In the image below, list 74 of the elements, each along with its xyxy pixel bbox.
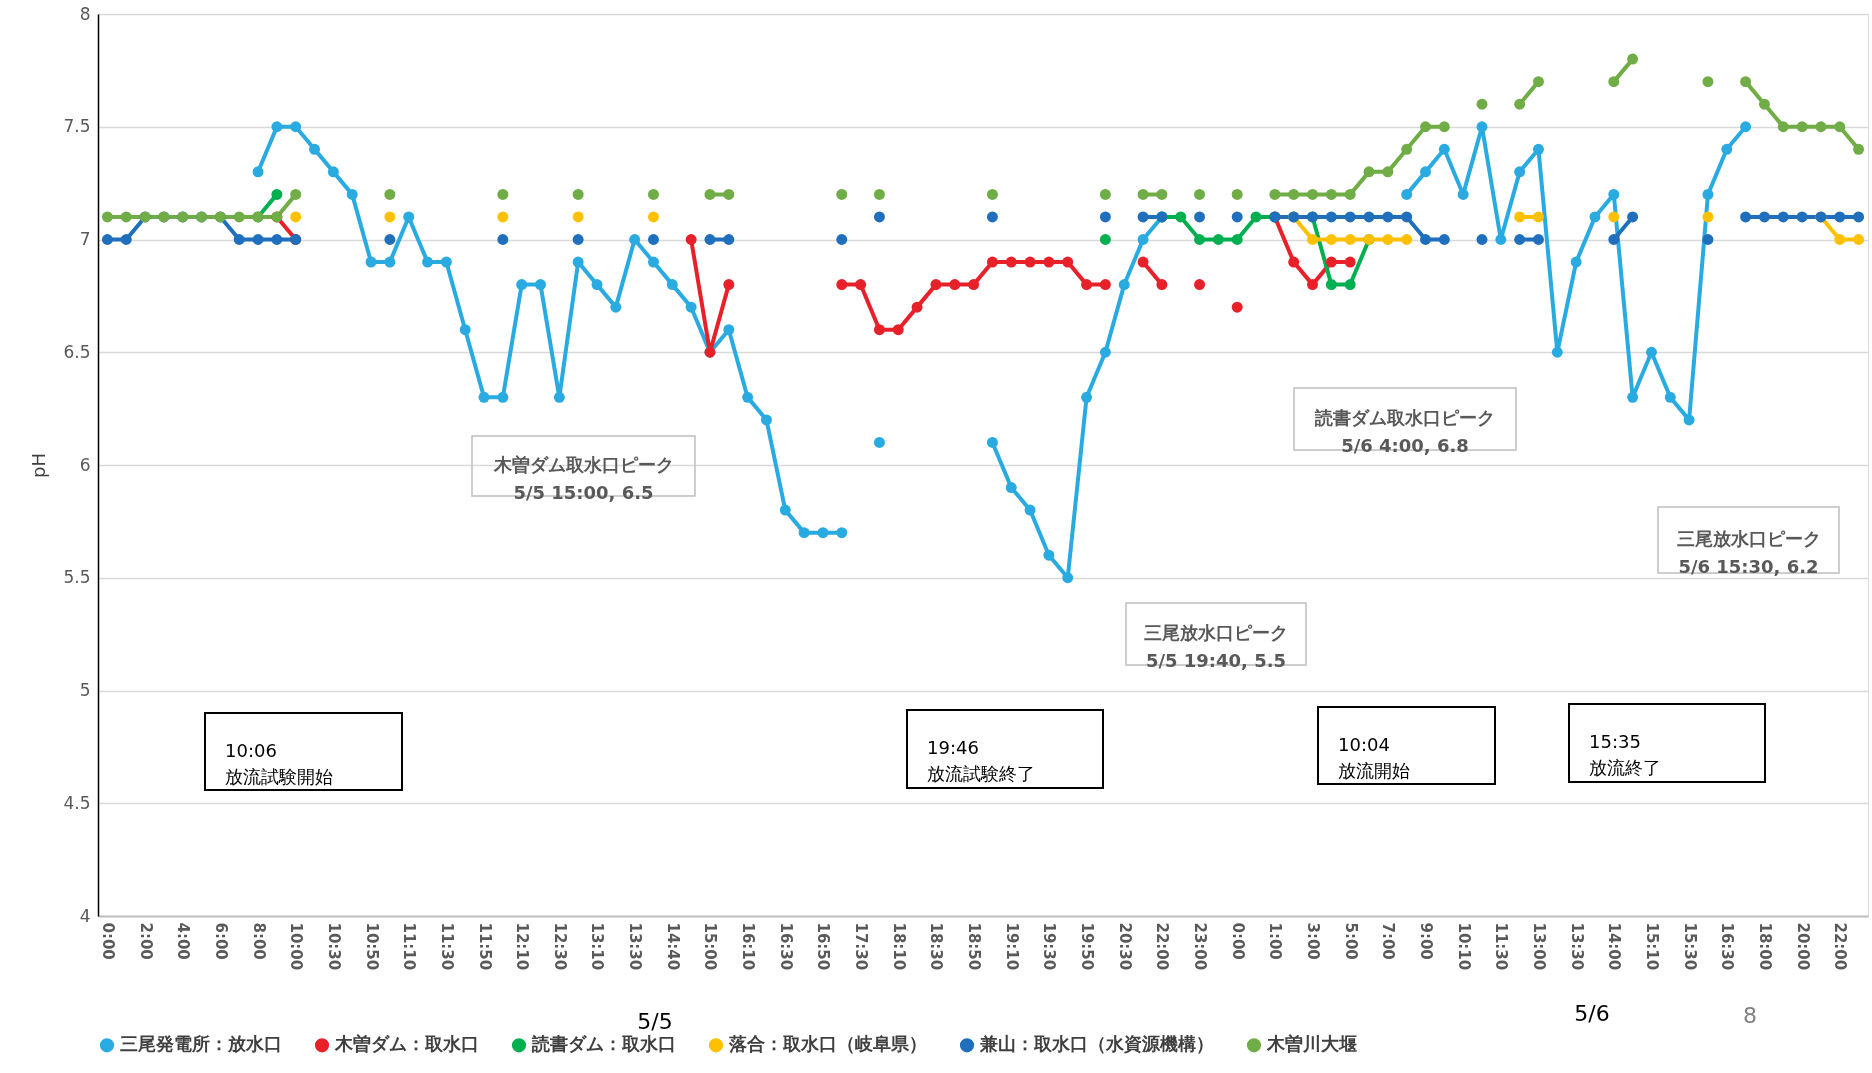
text: 5/6 xyxy=(1574,1001,1610,1026)
x-tick-label: 10:00 xyxy=(287,922,306,971)
x-tick-label: 19:10 xyxy=(1002,922,1021,971)
legend-label: 木曽ダム：取水口 xyxy=(334,1033,479,1055)
y-tick-label: 7 xyxy=(79,229,91,249)
x-tick-label: 10:10 xyxy=(1454,922,1473,971)
y-tick-label: 8 xyxy=(79,3,91,24)
annotation: 読書ダム取水口ピーク 5/6 4:00, 6.8 xyxy=(1314,407,1495,456)
x-tick-label: 18:10 xyxy=(889,922,908,971)
x-tick-label: 12:30 xyxy=(550,922,569,971)
annotation: 三尾放水口ピーク 5/5 19:40, 5.5 xyxy=(1144,622,1288,671)
x-tick-label: 20:00 xyxy=(1793,922,1812,971)
legend-label: 読書ダム：取水口 xyxy=(531,1033,676,1055)
x-tick-label: 0:00 xyxy=(98,922,117,960)
y-tick-label: 7.5 xyxy=(63,116,91,137)
x-tick-label: 3:00 xyxy=(1304,922,1323,960)
x-tick-label: 19:30 xyxy=(1040,922,1059,971)
x-tick-label: 16:30 xyxy=(1718,922,1737,971)
x-tick-label: 11:10 xyxy=(400,922,419,971)
text: 5/5 xyxy=(637,1009,673,1034)
annotation: 19:46 放流試験終了 xyxy=(927,737,1035,784)
y-tick-label: 5 xyxy=(79,680,91,700)
legend-label: 木曽川大堰 xyxy=(1266,1033,1357,1055)
y-tick-label: 6 xyxy=(79,454,91,475)
x-tick-label: 18:50 xyxy=(965,922,984,971)
x-tick-label: 7:00 xyxy=(1379,922,1398,960)
annotation: 木曽ダム取水口ピーク 5/5 15:00, 6.5 xyxy=(492,454,674,503)
annotation: 10:04 放流開始 xyxy=(1338,733,1410,781)
y-tick-label: 4.5 xyxy=(63,792,91,813)
x-tick-label: 11:30 xyxy=(1492,922,1511,971)
x-tick-label: 8:00 xyxy=(249,922,268,960)
x-tick-label: 19:50 xyxy=(1078,922,1097,971)
x-tick-label: 22:00 xyxy=(1153,922,1172,971)
text: 8 xyxy=(1743,1003,1757,1028)
x-tick-label: 15:10 xyxy=(1642,922,1661,971)
annotation: 15:35 放流終了 xyxy=(1589,731,1661,778)
x-tick-label: 13:00 xyxy=(1529,922,1548,971)
legend-label: 兼山：取水口（水資源機構） xyxy=(979,1033,1214,1055)
x-tick-label: 14:40 xyxy=(663,922,682,971)
x-tick-label: 13:30 xyxy=(1567,922,1586,971)
y-tick-label: 4 xyxy=(79,905,91,926)
x-tick-label: 16:50 xyxy=(814,922,833,971)
x-tick-label: 20:30 xyxy=(1115,922,1134,971)
x-tick-label: 10:50 xyxy=(362,922,381,971)
x-tick-label: 16:30 xyxy=(776,922,795,971)
x-tick-label: 0:00 xyxy=(1228,922,1247,960)
y-tick-label: 5.5 xyxy=(63,567,91,588)
x-tick-label: 11:30 xyxy=(437,922,456,971)
x-tick-label: 16:10 xyxy=(739,922,758,971)
x-tick-label: 10:30 xyxy=(324,922,343,971)
x-tick-label: 22:00 xyxy=(1831,922,1850,971)
y-axis-title: pH xyxy=(28,453,50,478)
x-tick-label: 12:10 xyxy=(513,922,532,971)
annotation: 10:06 放流試験開始 xyxy=(225,739,333,787)
legend-label: 落合：取水口（岐阜県） xyxy=(728,1033,927,1055)
annotation: 三尾放水口ピーク 5/6 15:30, 6.2 xyxy=(1676,528,1821,577)
x-tick-label: 5:00 xyxy=(1341,922,1360,960)
x-tick-label: 23:00 xyxy=(1191,922,1210,971)
x-tick-label: 17:30 xyxy=(852,922,871,971)
x-tick-label: 18:30 xyxy=(927,922,946,971)
x-tick-label: 14:00 xyxy=(1605,922,1624,971)
x-tick-label: 13:10 xyxy=(588,922,607,971)
x-tick-label: 15:30 xyxy=(1680,922,1699,971)
x-tick-label: 9:00 xyxy=(1417,922,1435,960)
x-tick-label: 13:30 xyxy=(626,922,645,971)
x-tick-label: 6:00 xyxy=(211,922,230,960)
x-tick-label: 11:50 xyxy=(475,922,494,971)
x-tick-label: 4:00 xyxy=(174,922,193,960)
x-tick-label: 15:00 xyxy=(701,922,720,971)
y-tick-label: 6.5 xyxy=(63,341,91,362)
legend-label: 三尾発電所：放水口 xyxy=(120,1033,282,1055)
x-tick-label: 1:00 xyxy=(1266,922,1285,960)
x-tick-label: 2:00 xyxy=(136,922,155,960)
x-tick-label: 18:00 xyxy=(1755,922,1774,971)
